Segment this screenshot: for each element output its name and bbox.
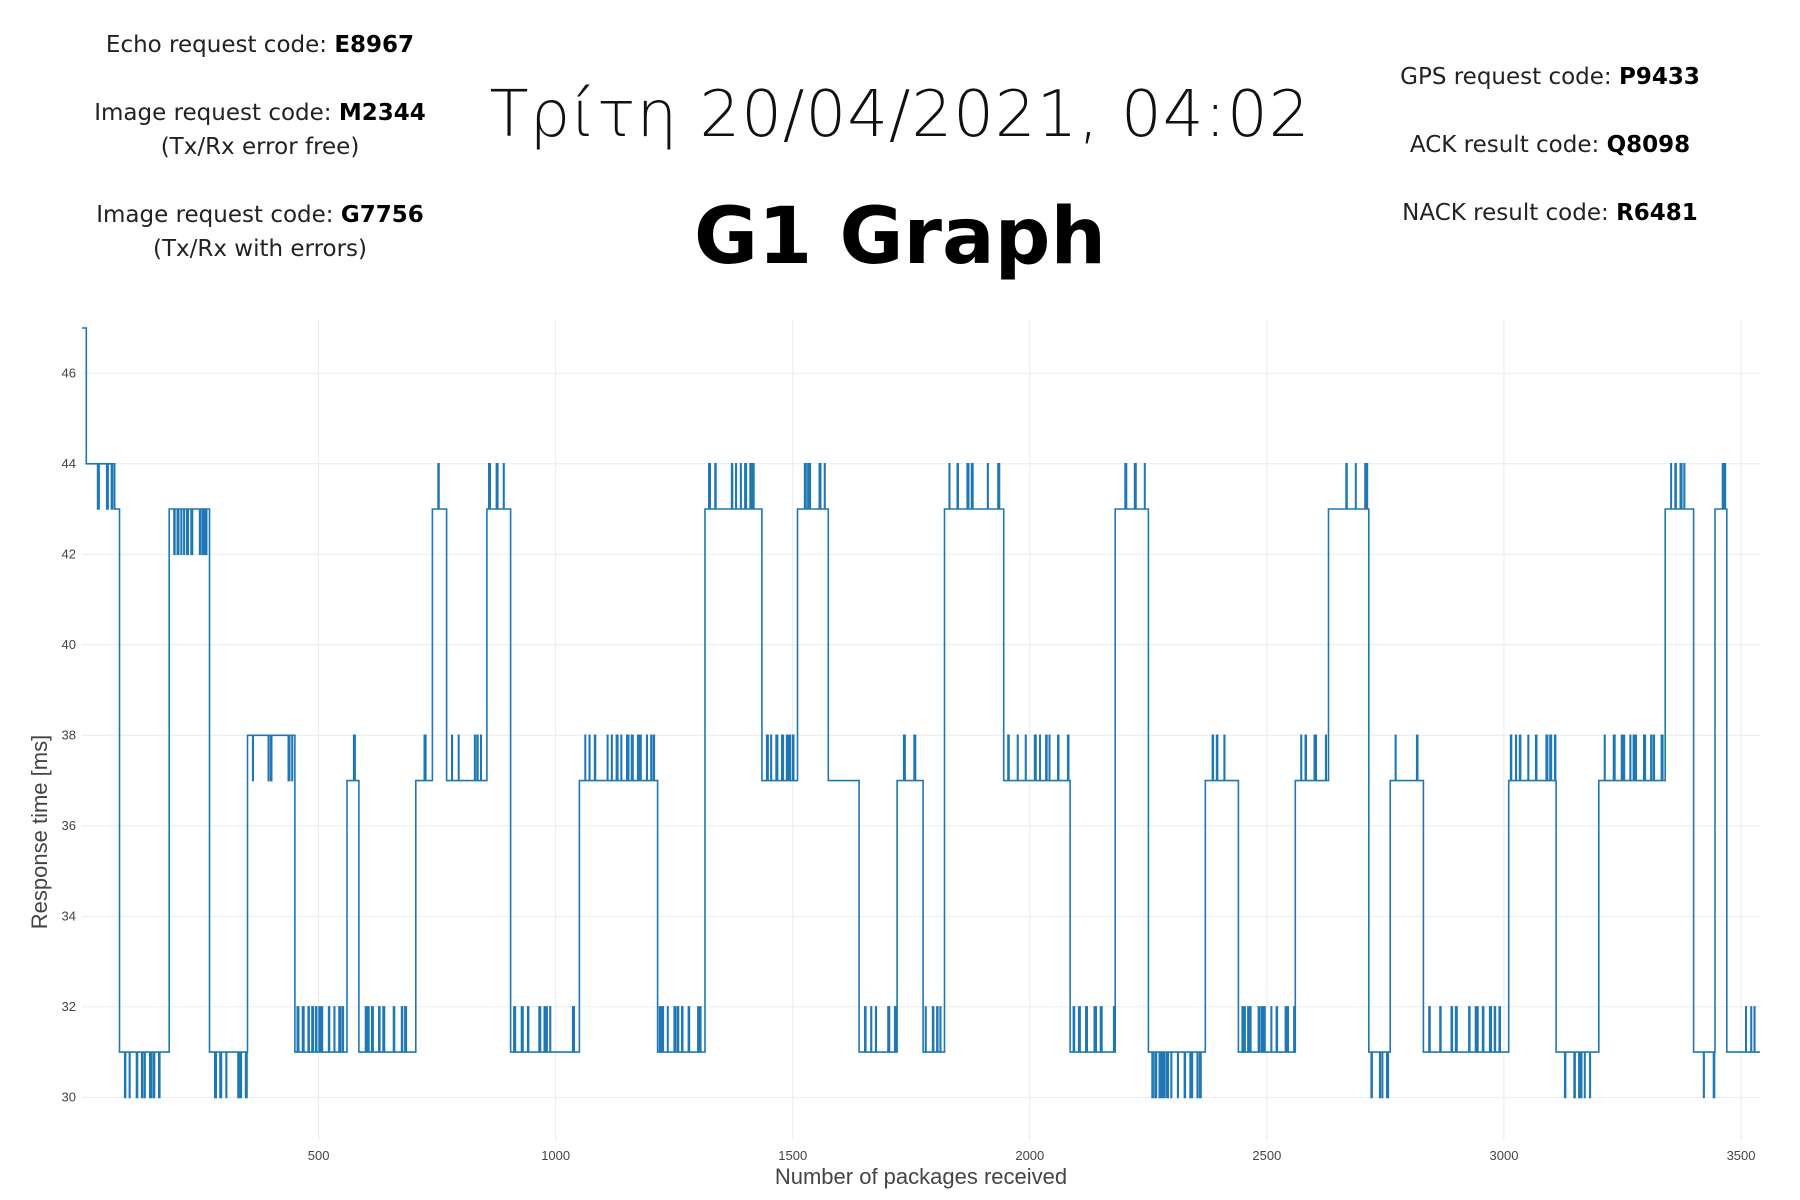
code-label: Image request code:	[96, 202, 341, 228]
y-tick-label: 30	[62, 1089, 76, 1104]
y-tick-label: 36	[62, 818, 76, 833]
y-tick-label: 42	[62, 546, 76, 561]
timestamp: Τρίτη 20/04/2021, 04:02	[489, 78, 1311, 152]
y-tick-label: 32	[62, 999, 76, 1014]
right-codes-panel: GPS request code: P9433 ACK result code: …	[1340, 60, 1760, 230]
right-code-2: ACK result code: Q8098	[1340, 128, 1760, 162]
left-code-2: Image request code: M2344 (Tx/Rx error fr…	[60, 96, 460, 164]
code-note: (Tx/Rx error free)	[160, 134, 360, 160]
y-axis-title: Response time [ms]	[27, 735, 52, 929]
y-tick-label: 34	[62, 908, 76, 923]
left-code-1: Echo request code: E8967	[60, 28, 460, 62]
code-value: G7756	[340, 202, 424, 228]
code-value: Q8098	[1606, 132, 1691, 158]
x-tick-label: 1500	[778, 1148, 807, 1163]
y-tick-label: 38	[62, 727, 76, 742]
y-tick-label: 40	[62, 637, 76, 652]
code-label: GPS request code:	[1400, 64, 1619, 90]
x-tick-label: 2000	[1015, 1148, 1044, 1163]
code-label: NACK result code:	[1402, 200, 1617, 226]
x-tick-label: 2500	[1252, 1148, 1281, 1163]
tick-labels: 30 32 34 36 38 40 42 44 46 500 1000 1500 2000 2500 300…	[62, 365, 1756, 1163]
x-tick-label: 1000	[541, 1148, 570, 1163]
code-label: Echo request code:	[105, 32, 335, 58]
series-line	[82, 327, 1760, 1099]
x-tick-label: 3000	[1490, 1148, 1519, 1163]
code-note: (Tx/Rx with errors)	[152, 236, 368, 262]
code-value: M2344	[338, 100, 426, 126]
code-value: E8967	[334, 32, 415, 58]
code-label: ACK result code:	[1409, 132, 1607, 158]
code-label: Image request code:	[94, 100, 339, 126]
left-code-3: Image request code: G7756 (Tx/Rx with err…	[60, 198, 460, 266]
x-axis-title: Number of packages received	[775, 1164, 1067, 1189]
code-value: R6481	[1616, 200, 1698, 226]
y-tick-label: 46	[62, 365, 76, 380]
code-value: P9433	[1619, 64, 1700, 90]
x-tick-label: 500	[308, 1148, 330, 1163]
y-tick-label: 44	[62, 456, 76, 471]
right-code-3: NACK result code: R6481	[1340, 196, 1760, 230]
left-codes-panel: Echo request code: E8967 Image request co…	[60, 28, 460, 266]
grid	[82, 320, 1760, 1140]
right-code-1: GPS request code: P9433	[1340, 60, 1760, 94]
x-tick-label: 3500	[1727, 1148, 1756, 1163]
response-time-chart: 30 32 34 36 38 40 42 44 46 500 1000 1500 2000 2500 300…	[27, 320, 1760, 1189]
graph-title: G1 Graph	[694, 192, 1106, 282]
